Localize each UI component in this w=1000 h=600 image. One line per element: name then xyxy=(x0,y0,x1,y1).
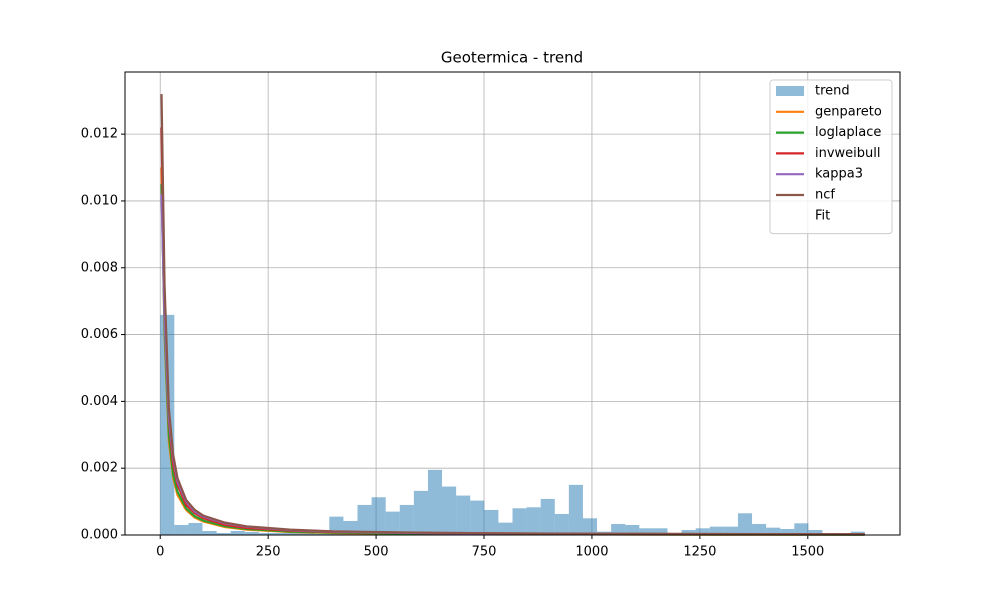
bar xyxy=(427,469,443,535)
bar xyxy=(272,532,288,535)
bar xyxy=(695,528,710,535)
bar xyxy=(216,532,231,535)
bar xyxy=(315,533,330,535)
bar xyxy=(737,513,753,535)
bar xyxy=(258,532,273,535)
bar xyxy=(385,511,400,535)
bar xyxy=(681,529,696,535)
bar xyxy=(568,484,583,535)
bar xyxy=(202,530,217,535)
bar xyxy=(752,523,767,535)
bar xyxy=(287,532,302,535)
x-tick-label: 1250 xyxy=(683,545,716,560)
legend-label: invweibull xyxy=(815,146,881,161)
chart-title: Geotermica - trend xyxy=(441,49,583,67)
bar xyxy=(413,490,428,535)
bar xyxy=(780,528,795,535)
legend-note: Fit xyxy=(815,208,830,223)
legend-label: trend xyxy=(815,84,850,99)
legend-swatch xyxy=(776,86,804,96)
bar xyxy=(709,526,724,535)
legend-label: kappa3 xyxy=(815,167,863,182)
fit-line xyxy=(160,94,865,536)
bar xyxy=(512,508,527,535)
fit-line xyxy=(160,194,865,536)
x-tick-label: 500 xyxy=(364,545,389,560)
bar xyxy=(442,486,457,535)
x-tick-label: 750 xyxy=(472,545,497,560)
x-tick-label: 250 xyxy=(256,545,281,560)
bar xyxy=(456,495,471,535)
bar xyxy=(371,497,386,535)
axes-frame xyxy=(124,71,901,536)
bar xyxy=(723,526,738,535)
y-tick-label: 0.004 xyxy=(81,394,118,409)
bar xyxy=(484,509,499,535)
bar xyxy=(174,524,189,535)
x-tick-label: 1000 xyxy=(575,545,608,560)
bar xyxy=(301,532,316,535)
y-tick-label: 0.012 xyxy=(81,127,118,142)
bar xyxy=(540,498,555,535)
x-tick-label: 0 xyxy=(156,545,164,560)
bar xyxy=(625,524,640,535)
bar xyxy=(554,513,569,535)
y-tick-label: 0.008 xyxy=(81,260,118,275)
bar xyxy=(357,504,372,535)
bar xyxy=(470,500,485,535)
bar xyxy=(611,523,626,535)
bar xyxy=(794,523,809,535)
y-tick-label: 0.006 xyxy=(81,327,118,342)
bar xyxy=(766,527,781,535)
x-tick-label: 1500 xyxy=(791,545,824,560)
bar xyxy=(653,528,668,535)
bar xyxy=(639,528,654,535)
y-tick-label: 0.002 xyxy=(81,461,118,476)
bar xyxy=(244,531,259,535)
bar xyxy=(188,522,203,535)
bar xyxy=(582,518,598,535)
y-tick-label: 0.010 xyxy=(81,193,118,208)
bar xyxy=(808,529,823,535)
bar xyxy=(399,504,414,535)
bar xyxy=(526,507,541,535)
legend-label: ncf xyxy=(815,188,835,203)
fit-line xyxy=(160,167,865,536)
bar xyxy=(498,522,513,535)
bar xyxy=(230,530,245,535)
y-tick-label: 0.000 xyxy=(81,528,118,543)
fit-line xyxy=(160,127,865,536)
legend-label: loglaplace xyxy=(815,125,881,140)
fit-line xyxy=(160,184,865,536)
legend-label: genpareto xyxy=(815,104,882,119)
